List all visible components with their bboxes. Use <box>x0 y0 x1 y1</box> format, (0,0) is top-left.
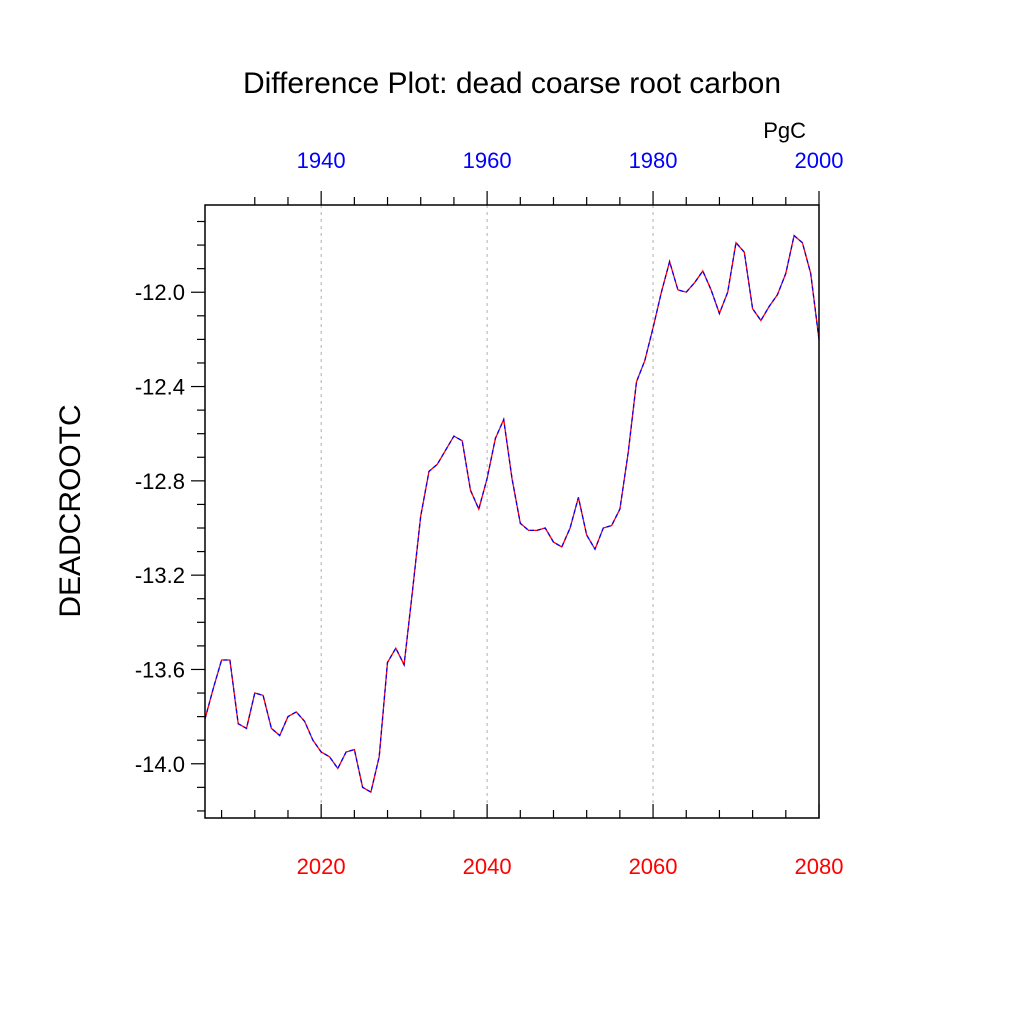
units-label: PgC <box>763 118 806 143</box>
x-tick-label-top: 1960 <box>463 148 512 173</box>
y-tick-label: -14.0 <box>135 752 185 777</box>
series-line-blue-dashed <box>204 234 820 794</box>
series-group <box>204 234 820 794</box>
x-tick-label-top: 1940 <box>297 148 346 173</box>
x-tick-labels-bottom: 2020 2040 2060 2080 <box>297 854 844 879</box>
chart-title: Difference Plot: dead coarse root carbon <box>243 67 781 100</box>
grid-lines <box>320 205 654 818</box>
x-tick-labels-top: 1940 1960 1980 2000 <box>297 148 844 173</box>
y-axis-label: DEADCROOTC <box>54 404 87 617</box>
series-line-red <box>204 234 820 794</box>
y-tick-label: -12.8 <box>135 469 185 494</box>
y-tick-label: -12.4 <box>135 375 185 400</box>
axis-ticks <box>191 191 820 818</box>
x-tick-label-top: 1980 <box>629 148 678 173</box>
y-tick-label: -13.2 <box>135 563 185 588</box>
x-tick-label-bottom: 2080 <box>795 854 844 879</box>
x-tick-label-bottom: 2060 <box>629 854 678 879</box>
x-tick-label-top: 2000 <box>795 148 844 173</box>
y-tick-label: -13.6 <box>135 657 185 682</box>
x-tick-label-bottom: 2040 <box>463 854 512 879</box>
y-tick-labels: -12.0 -12.4 -12.8 -13.2 -13.6 -14.0 <box>135 280 185 777</box>
y-tick-label: -12.0 <box>135 280 185 305</box>
plot-frame <box>204 204 820 819</box>
x-tick-label-bottom: 2020 <box>297 854 346 879</box>
